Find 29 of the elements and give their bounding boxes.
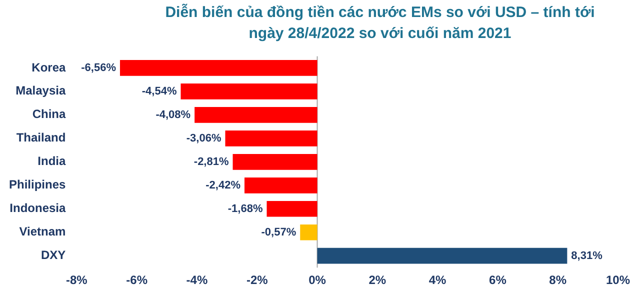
data-label: -0,57% — [261, 226, 296, 238]
x-tick-label: 2% — [368, 273, 386, 288]
y-tick-label: Philipines — [8, 178, 66, 192]
data-label: -3,06% — [186, 132, 222, 144]
y-tick-label: China — [32, 107, 66, 122]
data-label: 8,31% — [571, 250, 603, 262]
y-tick-label: India — [38, 154, 66, 168]
x-tick-label: -6% — [126, 273, 148, 288]
x-tick-label: 0% — [308, 273, 326, 288]
data-label: -2,81% — [194, 156, 229, 168]
data-label: -1,68% — [228, 202, 263, 215]
chart-title: Diễn biến của đồng tiền các nước EMs so với USD – tính tới ngày 28/4/2022 so với cuối năm 2021 — [164, 2, 596, 44]
x-tick-label: 8% — [549, 273, 567, 288]
y-tick-label: DXY — [40, 248, 66, 262]
data-label: -4,54% — [142, 85, 177, 98]
x-tick-label: 10% — [606, 273, 630, 288]
x-tick-label: -4% — [186, 273, 208, 288]
y-tick-label: Malaysia — [16, 84, 66, 98]
y-tick-label: Korea — [32, 60, 66, 74]
y-tick-label: Thailand — [16, 130, 66, 145]
data-label: -2,42% — [206, 179, 241, 192]
x-tick-label: 6% — [489, 273, 507, 288]
y-tick-label: Vietnam — [19, 224, 66, 239]
x-tick-label: -2% — [246, 273, 268, 288]
data-label: -6,56% — [81, 62, 116, 74]
data-label: -4,08% — [156, 108, 191, 121]
x-tick-label: -8% — [66, 273, 88, 288]
x-tick-label: 4% — [428, 273, 447, 288]
y-tick-label: Indonesia — [10, 201, 66, 216]
